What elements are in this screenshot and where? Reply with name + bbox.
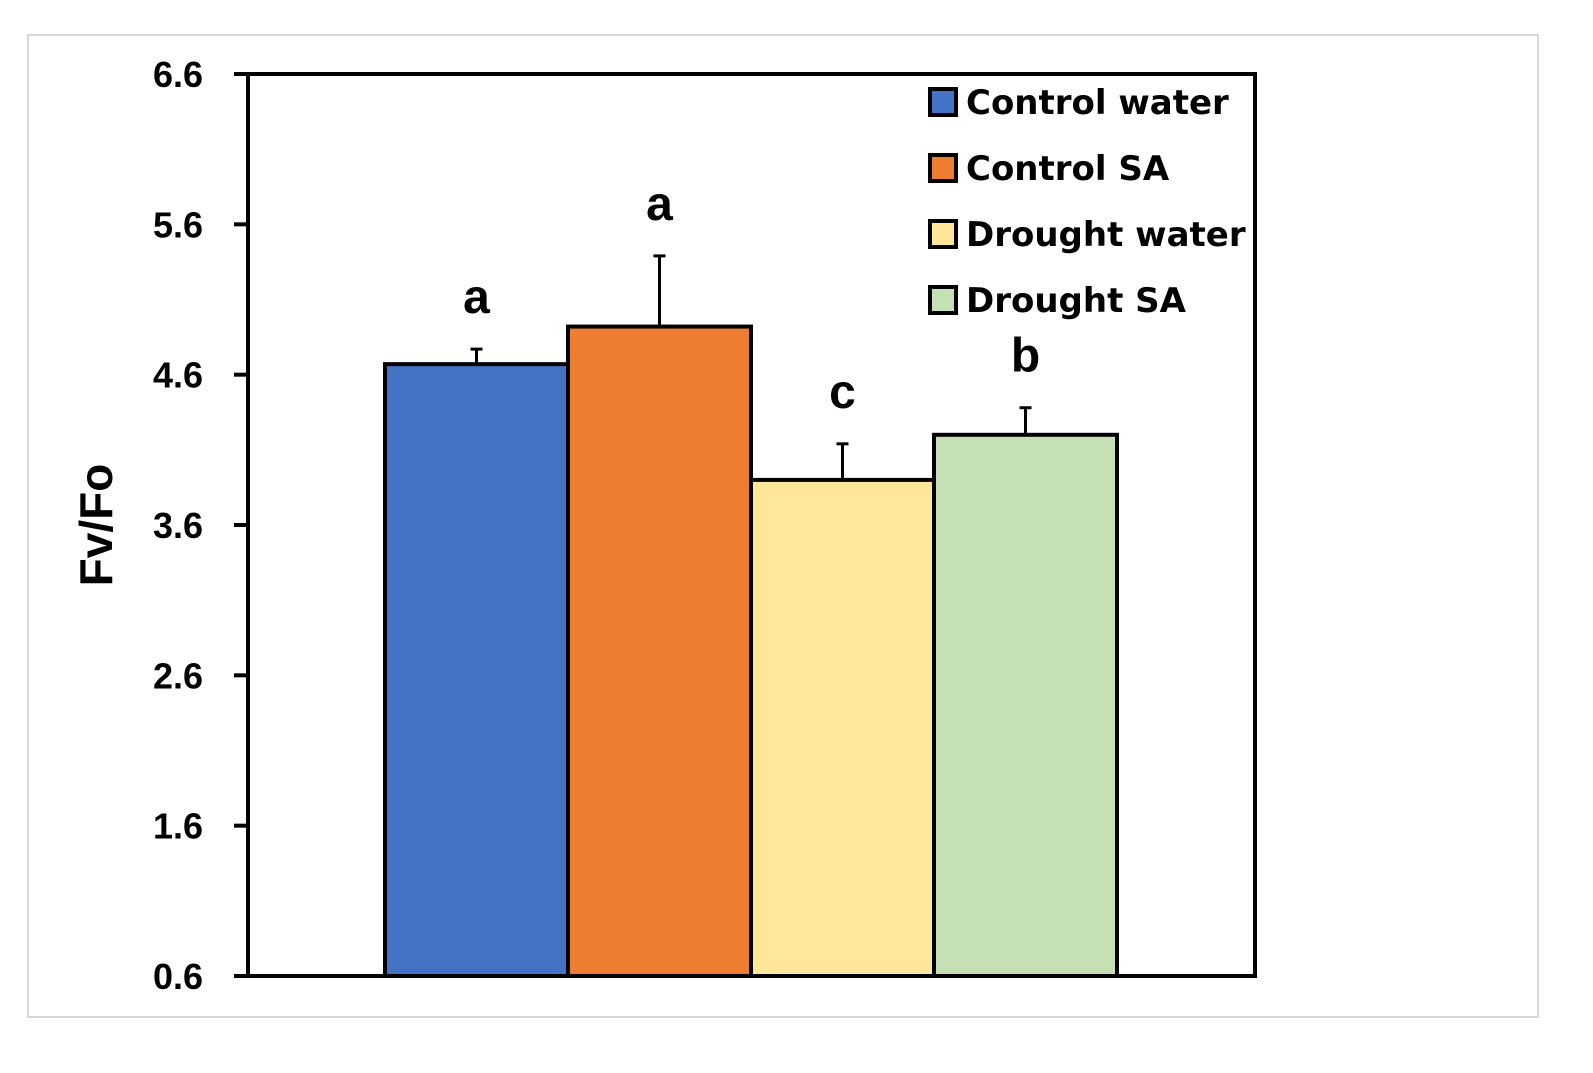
significance-letter: b bbox=[1011, 330, 1040, 383]
bar-control-sa bbox=[566, 324, 753, 978]
legend-label: Drought water bbox=[966, 215, 1246, 255]
y-tick-label: 1.6 bbox=[153, 806, 203, 847]
y-tick-label: 3.6 bbox=[153, 505, 203, 546]
legend-label: Control water bbox=[966, 83, 1229, 123]
significance-letter: a bbox=[463, 271, 490, 324]
bar-drought-sa bbox=[932, 432, 1119, 978]
significance-letter: c bbox=[829, 366, 856, 419]
error-bars bbox=[470, 254, 1032, 480]
y-tick-label: 6.6 bbox=[153, 54, 203, 95]
y-tick-label: 2.6 bbox=[153, 655, 203, 696]
bars bbox=[383, 324, 1119, 979]
y-axis-ticks: 6.6 5.6 4.6 3.6 2.6 1.6 0.6 bbox=[153, 54, 248, 997]
legend: Control water Control SA Drought water Drou… bbox=[928, 83, 1246, 321]
y-axis-label: Fv/Fo bbox=[70, 464, 122, 587]
y-tick-label: 4.6 bbox=[153, 355, 203, 396]
legend-swatch bbox=[928, 153, 958, 183]
y-tick-label: 5.6 bbox=[153, 204, 203, 245]
legend-label: Control SA bbox=[966, 149, 1170, 189]
y-tick-label: 0.6 bbox=[153, 956, 203, 997]
legend-label: Drought SA bbox=[966, 281, 1187, 321]
significance-letters: a a c b bbox=[463, 178, 1040, 419]
bar-drought-water bbox=[749, 477, 936, 978]
legend-swatch bbox=[928, 219, 958, 249]
legend-swatch bbox=[928, 87, 958, 117]
legend-swatch bbox=[928, 285, 958, 315]
bar-control-water bbox=[383, 362, 570, 979]
significance-letter: a bbox=[646, 178, 673, 231]
